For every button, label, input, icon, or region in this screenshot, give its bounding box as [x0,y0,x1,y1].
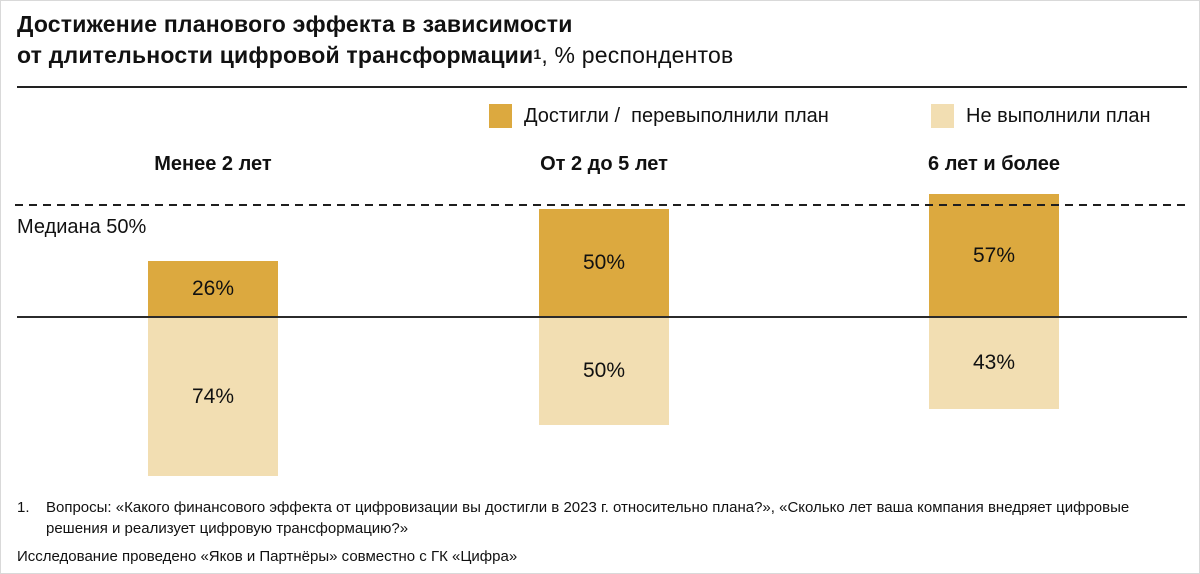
title-divider-line [17,86,1187,88]
chart-title-line1: Достижение планового эффекта в зависимос… [17,11,573,37]
bar-not-achieved-2-5-years: 50% [539,317,669,425]
bar-not-achieved-6-plus-years: 43% [929,317,1059,409]
bar-achieved-less-2-years: 26% [148,261,278,317]
bar-value-label: 57% [972,243,1016,267]
zero-baseline [17,316,1187,318]
bar-value-label: 74% [191,384,235,408]
bar-not-achieved-less-2-years: 74% [148,317,278,476]
bar-group-less-2-years: 26% 74% [148,1,278,573]
footnote-text: Вопросы: «Какого финансового эффекта от … [46,499,1130,537]
median-dashed-line [15,204,1191,206]
category-label-2-5-years: От 2 до 5 лет [540,153,668,175]
bar-group-2-5-years: 50% 50% [539,1,669,573]
legend-swatch-achieved [489,104,512,128]
bar-value-label: 43% [972,351,1016,374]
category-label-less-2-years: Менее 2 лет [154,153,272,175]
footnote-superscript: 1 [533,46,542,62]
chart-title-units: , % респондентов [541,42,734,68]
bar-value-label: 26% [191,277,235,300]
legend-item-achieved: Достигли / перевыполнили план [489,104,829,128]
bar-value-label: 50% [582,359,626,382]
chart-title: Достижение планового эффекта в зависимос… [17,9,733,71]
footnote-marker: 1. [17,499,30,516]
bar-value-label: 50% [582,251,626,274]
legend-item-not-achieved: Не выполнили план [931,104,1151,128]
category-label-6-plus-years: 6 лет и более [928,153,1060,175]
median-label: Медиана 50% [17,216,147,238]
research-credit: Исследование проведено «Яков и Партнёры»… [17,548,518,565]
footnote-1: 1. Вопросы: «Какого финансового эффекта … [17,497,1167,539]
bar-achieved-6-plus-years: 57% [929,194,1059,317]
bar-achieved-2-5-years: 50% [539,209,669,317]
legend-swatch-not-achieved [931,104,954,128]
legend-label-achieved: Достигли / перевыполнили план [524,105,829,127]
legend-label-not-achieved: Не выполнили план [966,105,1151,127]
bar-group-6-plus-years: 57% 43% [929,1,1059,573]
chart-title-line2: от длительности цифровой трансформации1,… [17,42,734,68]
